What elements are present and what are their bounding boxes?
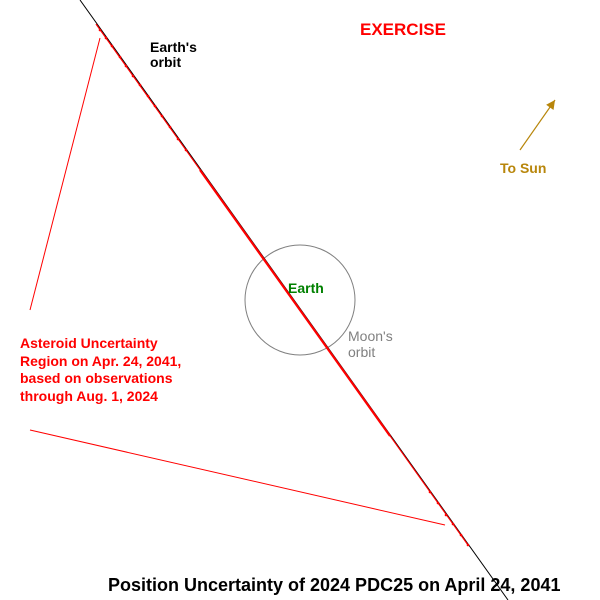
earth-orbit-label: Earth's orbit [150,40,197,71]
exercise-label: EXERCISE [360,20,446,40]
moon-orbit-label-l2: orbit [348,344,375,360]
uncertainty-marker [437,502,440,505]
earth-orbit-label-l2: orbit [150,54,181,70]
annot-l4: through Aug. 1, 2024 [20,388,158,404]
uncertainty-marker [154,105,157,108]
uncertainty-marker [177,138,180,141]
uncertainty-marker [161,115,164,118]
earth-orbit-label-l1: Earth's [150,39,197,55]
moon-orbit-circle [245,245,355,355]
diagram-svg [0,0,600,600]
moon-orbit-label: Moon's orbit [348,328,393,360]
earth-label: Earth [288,280,324,296]
uncertainty-marker [139,84,142,87]
uncertainty-marker [185,149,188,152]
annot-l2: Region on Apr. 24, 2041, [20,353,181,369]
to-sun-arrow-head [546,100,555,110]
uncertainty-marker [169,126,172,129]
uncertainty-marker [132,75,135,78]
to-sun-label: To Sun [500,160,546,176]
leader-line-bottom [30,430,445,525]
uncertainty-line [96,24,468,545]
uncertainty-annotation: Asteroid Uncertainty Region on Apr. 24, … [20,335,181,405]
moon-orbit-label-l1: Moon's [348,328,393,344]
bottom-title: Position Uncertainty of 2024 PDC25 on Ap… [108,575,560,596]
uncertainty-marker [99,29,102,32]
uncertainty-marker [111,45,114,48]
to-sun-arrow-shaft [520,100,555,150]
annot-l1: Asteroid Uncertainty [20,335,158,351]
uncertainty-marker [147,95,150,98]
uncertainty-marker [445,514,448,517]
uncertainty-marker [119,56,122,59]
uncertainty-marker [125,65,128,68]
uncertainty-marker [467,544,470,547]
uncertainty-marker [460,534,463,537]
uncertainty-marker [105,37,108,40]
annot-l3: based on observations [20,370,172,386]
leader-line-top [30,38,100,310]
uncertainty-marker [452,523,455,526]
uncertainty-marker [429,491,432,494]
